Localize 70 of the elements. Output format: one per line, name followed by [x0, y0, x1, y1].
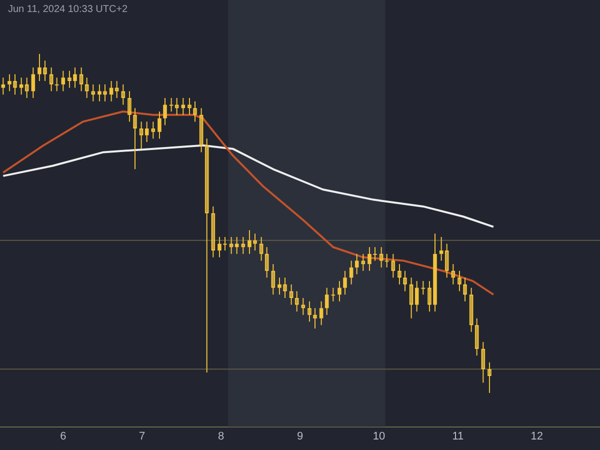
- candlestick: [271, 264, 276, 296]
- x-tick-label: 8: [218, 430, 224, 442]
- candlestick: [121, 84, 126, 106]
- x-tick-label: 7: [139, 430, 146, 442]
- x-tick-label: 12: [530, 430, 543, 442]
- candlestick: [289, 284, 294, 306]
- candlestick: [19, 77, 24, 96]
- candlestick: [61, 70, 66, 92]
- candlestick: [139, 121, 144, 150]
- x-tick-label: 9: [296, 430, 304, 442]
- candlestick: [354, 253, 359, 275]
- x-tick-label: 10: [372, 430, 386, 442]
- candlestick: [451, 264, 456, 285]
- candlestick: [313, 308, 317, 329]
- candlestick: [463, 277, 467, 302]
- candlestick: [349, 260, 354, 285]
- candlestick: [211, 206, 216, 258]
- candlestick: [264, 246, 269, 278]
- candlestick: [133, 108, 137, 170]
- candlestick: [188, 97, 192, 116]
- candlestick: [391, 253, 396, 278]
- candlestick: [308, 300, 312, 322]
- text: Jun 11, 2024 10:33 UTC+2: [8, 4, 128, 15]
- candlestick: [229, 236, 234, 254]
- candlestick: [343, 270, 347, 296]
- candlestick: [488, 362, 492, 394]
- candlestick: [259, 236, 264, 262]
- candlestick: [169, 97, 174, 112]
- candlestick: [331, 287, 336, 302]
- candlestick: [199, 108, 204, 153]
- candlestick: [361, 253, 366, 272]
- candlestick: [398, 264, 402, 285]
- candlestick: [409, 277, 414, 319]
- candlestick: [338, 280, 342, 302]
- candlestick: [144, 121, 149, 143]
- candlestick: [158, 111, 162, 140]
- candlestick: [379, 246, 384, 268]
- candlestick: [234, 236, 239, 254]
- candlestick: [151, 121, 156, 140]
- candlestick: [114, 80, 119, 98]
- candlestick: [1, 77, 6, 96]
- candlestick: [79, 66, 84, 92]
- candlestick: [294, 290, 299, 312]
- candlestick: [91, 84, 96, 102]
- candlestick: [128, 90, 132, 122]
- candlestick: [193, 100, 197, 122]
- candlestick: [444, 243, 449, 278]
- candlestick: [204, 138, 209, 374]
- candlestick: [319, 300, 324, 326]
- candlestick: [403, 270, 407, 292]
- candlestick: [241, 236, 246, 254]
- candlestick: [469, 287, 474, 332]
- candlestick: [24, 77, 29, 98]
- x-tick-label: 6: [60, 430, 66, 442]
- x-tick-label: 11: [452, 430, 464, 442]
- candlestick: [174, 97, 179, 116]
- candlestick: [324, 287, 329, 316]
- candlestick: [414, 280, 419, 312]
- candlestick: [481, 342, 486, 384]
- candlestick: [163, 97, 167, 126]
- candlestick: [458, 270, 462, 292]
- candlestick: [54, 77, 59, 92]
- candlestick: [384, 253, 389, 268]
- candlestick: [474, 318, 479, 356]
- candlestick: [84, 77, 89, 98]
- candlestick: [301, 297, 306, 316]
- candlestick: [421, 280, 426, 296]
- candlestick: [31, 66, 36, 98]
- candlestick: [49, 66, 54, 92]
- candlestick: [439, 236, 444, 262]
